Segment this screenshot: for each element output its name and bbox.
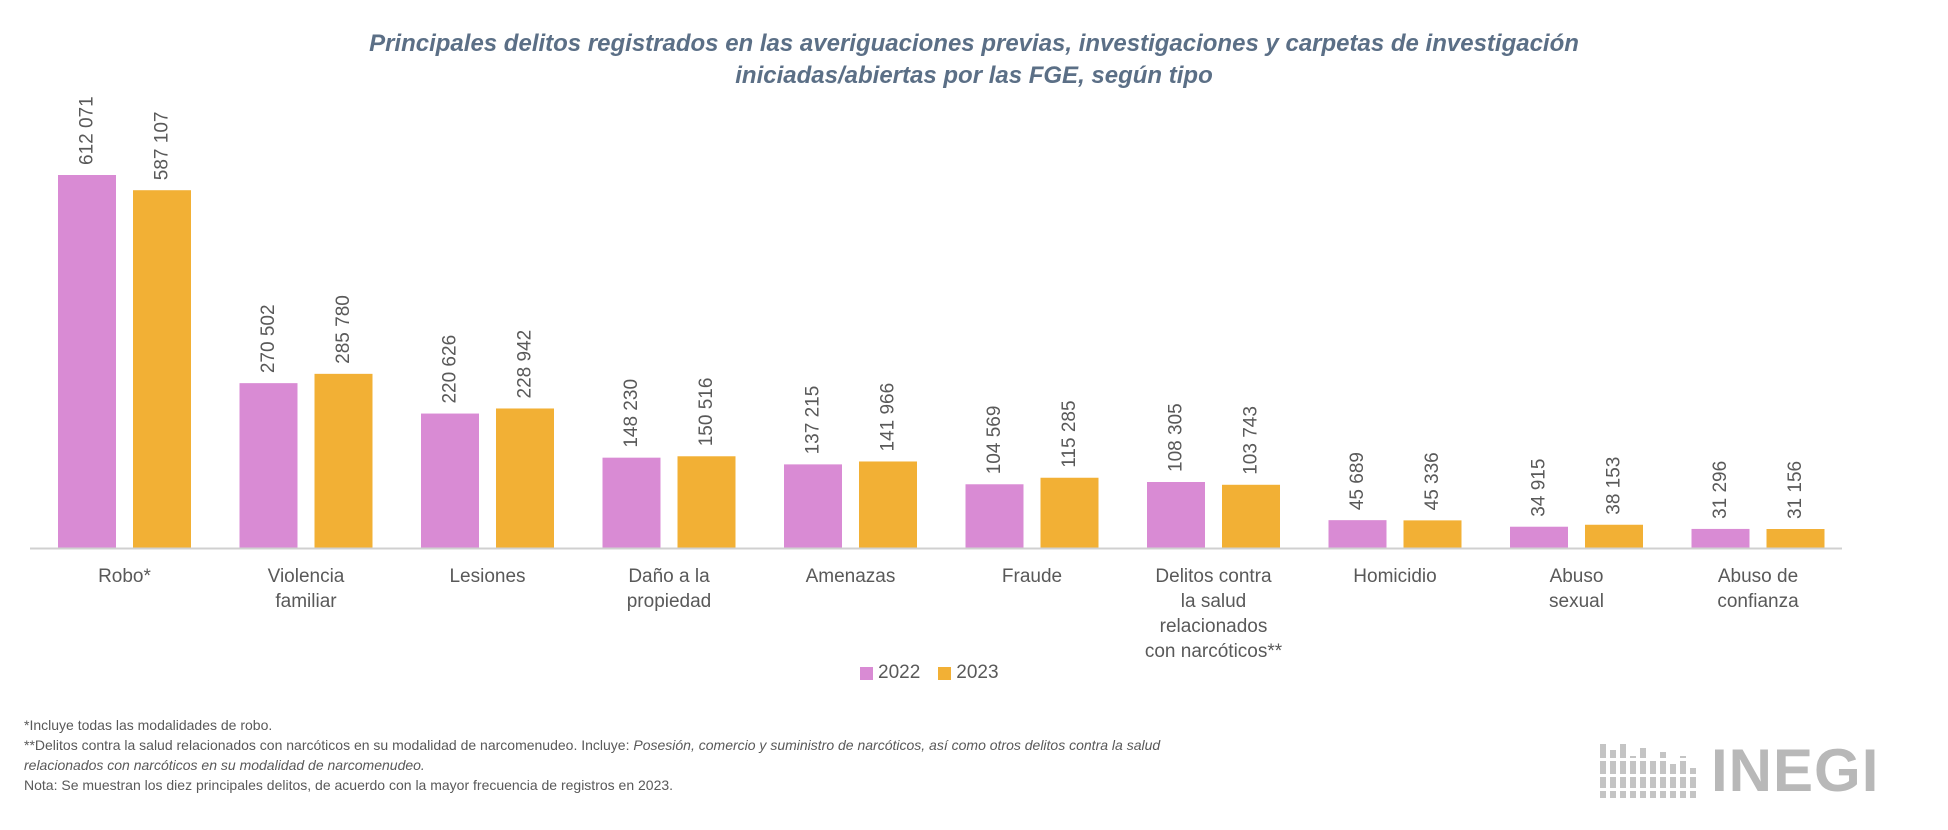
value-label-2022-2: 220 626 [440,335,461,404]
bar-2022-1 [239,383,298,548]
value-label-2022-0: 612 071 [77,96,98,165]
footnote-1: *Incluye todas las modalidades de robo. [24,717,273,733]
value-label-2022-7: 45 689 [1347,452,1368,510]
legend-item-2023: 2023 [938,662,999,684]
bar-2023-5 [1040,477,1099,548]
value-label-2023-4: 141 966 [878,383,899,452]
footnote-2-continuation: relacionados con narcóticos en su modali… [24,755,1524,775]
footnote-2-continuation-text: relacionados con narcóticos en su modali… [24,757,425,773]
category-label-2-0: Lesiones [449,566,525,587]
value-label-2022-4: 137 215 [803,386,824,455]
category-label-8-1: sexual [1549,591,1604,612]
value-label-2023-3: 150 516 [696,378,717,447]
value-label-2022-1: 270 502 [258,304,279,373]
bar-2023-1 [314,373,373,548]
value-label-2023-2: 228 942 [515,330,536,399]
bar-2023-2 [496,408,554,548]
category-label-4-0: Amenazas [806,566,896,587]
bar-2023-3 [677,456,736,548]
category-label-6-2: relacionados [1160,616,1268,637]
footnote-2: **Delitos contra la salud relacionados c… [24,735,1524,755]
value-label-2022-5: 104 569 [984,406,1005,475]
category-label-6-0: Delitos contra [1155,566,1272,587]
category-label-6-3: con narcóticos** [1145,641,1283,660]
value-label-2022-8: 34 915 [1529,459,1550,517]
bar-2023-0 [133,190,191,548]
bar-2022-9 [1691,528,1750,548]
bar-2022-6 [1147,481,1205,548]
inegi-logo-text: INEGI [1711,737,1880,804]
category-label-1-0: Violencia [268,566,345,587]
value-label-2022-6: 108 305 [1166,403,1187,472]
bar-2022-0 [58,175,116,548]
bar-2023-9 [1766,529,1825,548]
legend: 2022 2023 [860,662,999,684]
legend-swatch-2023 [938,666,952,680]
inegi-logo: INEGI [1598,740,1879,802]
bar-2022-2 [421,413,479,548]
bar-chart: 612 071 270 502 220 626 148 230 137 215 104 5… [30,96,1842,660]
category-label-3-0: Daño a la [628,566,710,587]
footnote-2-italic: Posesión, comercio y suministro de narcó… [633,737,1161,753]
bar-2023-8 [1585,524,1643,548]
value-label-2022-9: 31 296 [1710,461,1731,519]
value-label-2023-9: 31 156 [1785,461,1806,519]
category-label-9-0: Abuso de [1718,566,1798,587]
legend-label-2022: 2022 [878,662,921,683]
legend-swatch-2022 [860,666,873,680]
bar-2022-4 [784,464,842,548]
value-label-2023-5: 115 285 [1059,400,1080,467]
value-label-2023-8: 38 153 [1604,457,1625,515]
bar-2023-4 [859,461,917,548]
chart-title: Principales delitos registrados en las a… [0,28,1948,92]
legend-label-2023: 2023 [956,662,999,683]
footnote-2-text: **Delitos contra la salud relacionados c… [24,737,634,753]
category-label-7-0: Homicidio [1353,566,1436,587]
category-label-3-1: propiedad [627,591,712,612]
category-label-1-1: familiar [275,591,337,612]
value-label-2023-1: 285 780 [333,295,354,364]
legend-item-2022: 2022 [860,662,920,684]
bar-2022-7 [1328,520,1387,548]
footnote-3: Nota: Se muestran los diez principales d… [24,777,674,793]
bar-2022-3 [602,457,661,548]
chart-title-line-1: Principales delitos registrados en las a… [369,30,1579,57]
value-label-2022-3: 148 230 [621,379,642,448]
footnotes: *Incluye todas las modalidades de robo. … [24,715,1524,795]
bar-2022-8 [1510,526,1568,548]
bar-2023-6 [1222,484,1280,548]
category-label-8-0: Abuso [1550,566,1604,587]
value-label-2023-7: 45 336 [1422,452,1443,510]
inegi-logo-mark [1598,744,1703,798]
category-label-9-1: confianza [1717,591,1799,612]
bar-2023-7 [1403,520,1462,548]
category-label-0-0: Robo* [98,566,151,587]
category-label-6-1: la salud [1181,591,1247,612]
chart-title-line-2: iniciadas/abiertas por las FGE, según ti… [735,62,1213,89]
value-label-2023-0: 587 107 [152,112,173,181]
value-label-2023-6: 103 743 [1241,406,1262,475]
bar-2022-5 [965,484,1024,548]
category-label-5-0: Fraude [1002,566,1062,587]
